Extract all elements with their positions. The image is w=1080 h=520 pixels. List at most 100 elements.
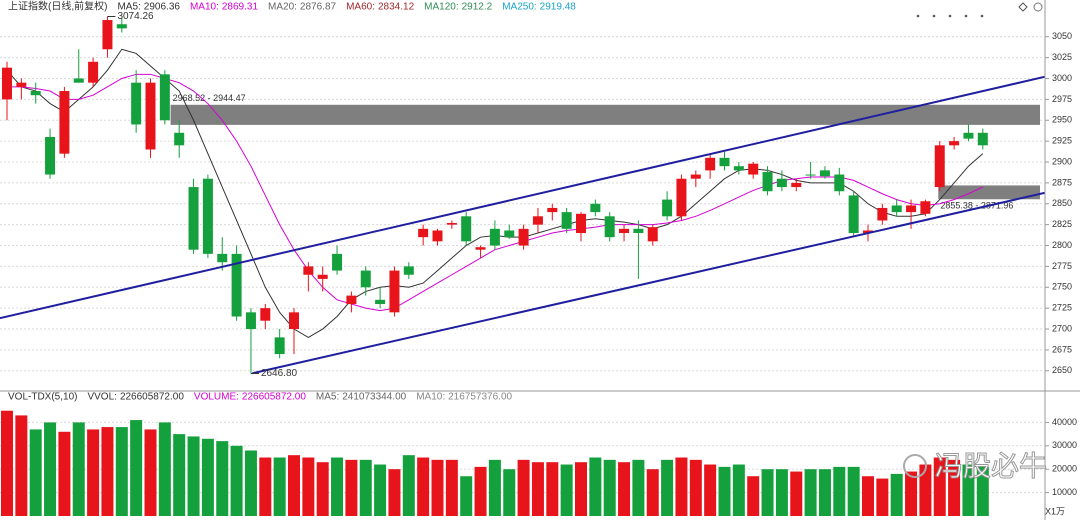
circle-icon[interactable]	[1033, 2, 1043, 12]
candle-body	[834, 174, 845, 192]
volume-bar	[517, 459, 530, 516]
price-annotation: 3074.26	[117, 11, 154, 22]
candle-body	[260, 308, 271, 321]
volume-bar	[259, 457, 272, 516]
volume-bar	[948, 459, 961, 516]
candle-body	[662, 199, 673, 217]
indicator-name: VOLUME:	[194, 392, 239, 403]
y-tick-label: 2700	[1052, 323, 1072, 333]
volume-bar	[402, 455, 415, 516]
volume-bar	[58, 431, 71, 516]
candle-body	[174, 132, 185, 146]
indicator-name: MA120:	[424, 2, 458, 13]
candle-body	[489, 228, 500, 246]
candle-body	[633, 228, 644, 233]
dot	[948, 14, 952, 18]
volume-bar	[818, 469, 831, 516]
candle-body	[518, 228, 529, 246]
candle-body	[375, 299, 386, 304]
volume-bar	[704, 464, 717, 516]
candle-body	[45, 136, 56, 175]
candle-body	[934, 145, 945, 188]
candle-body	[619, 228, 630, 233]
panel-title: VOL-TDX(5,10)	[8, 392, 77, 403]
indicator-name: MA250:	[502, 2, 536, 13]
candle-body	[949, 141, 960, 146]
volume-bar	[689, 459, 702, 516]
candle-body	[877, 207, 888, 221]
dot	[964, 14, 968, 18]
y-tick-label: 2825	[1052, 219, 1072, 229]
y-tick-label: 2750	[1052, 282, 1072, 292]
indicator-value: 2912.2	[462, 2, 493, 13]
indicator-value: 226605872.00	[242, 392, 306, 403]
volume-bar	[130, 420, 143, 516]
indicator-value: 2876.87	[300, 2, 337, 13]
watermark-icon	[903, 454, 927, 478]
candle-body	[317, 274, 328, 279]
candle-body	[403, 266, 414, 275]
volume-bar	[589, 457, 602, 516]
candle-body	[461, 216, 472, 242]
indicator-value: 2869.31	[222, 2, 259, 13]
volume-bar	[273, 457, 286, 516]
volume-bar	[618, 462, 631, 516]
candle-body	[418, 228, 429, 238]
candle-body	[346, 295, 357, 304]
candle-body	[791, 182, 802, 188]
candle-body	[891, 205, 902, 213]
candle-body	[16, 82, 27, 87]
y-tick-label: 2950	[1052, 115, 1072, 125]
volume-bar	[933, 457, 946, 516]
y-tick-label: 2850	[1052, 198, 1072, 208]
volume-bar	[732, 464, 745, 516]
indicator-value: 216757376.00	[448, 392, 512, 403]
volume-bar	[187, 436, 200, 516]
candle-body	[705, 157, 716, 171]
candle-body	[303, 266, 314, 275]
y-tick-label: 2675	[1052, 344, 1072, 354]
y-tick-label: 3050	[1052, 31, 1072, 41]
candle-body	[561, 212, 572, 229]
candle-body	[576, 213, 586, 233]
dot	[980, 14, 984, 18]
volume-bar	[359, 459, 372, 516]
volume-bar	[503, 469, 516, 516]
indicator-name: MA10:	[416, 392, 445, 403]
candle-body	[73, 78, 84, 83]
volume-bar	[474, 466, 487, 516]
candle-body	[532, 216, 543, 225]
candle-body	[231, 253, 242, 317]
indicator-name: MA5:	[117, 2, 140, 13]
candle-body	[446, 222, 457, 225]
volume-bar	[230, 445, 243, 516]
volume-bar	[460, 476, 473, 516]
diamond-icon[interactable]	[1018, 2, 1028, 12]
y-tick-label: 2975	[1052, 94, 1072, 104]
y-tick-label: 30000	[1052, 440, 1077, 450]
volume-bar	[862, 476, 874, 516]
watermark-text: 冯股必牛	[935, 450, 1047, 481]
y-tick-label: 2875	[1052, 177, 1072, 187]
volume-bar	[388, 469, 401, 516]
indicator-value: 226605872.00	[120, 392, 184, 403]
y-tick-label: 3025	[1052, 52, 1072, 62]
candle-body	[604, 216, 615, 238]
volume-bar	[804, 469, 817, 516]
trend-line	[252, 191, 1045, 375]
y-tick-label: 2775	[1052, 261, 1072, 271]
candle-body	[547, 207, 558, 213]
volume-bar	[417, 457, 430, 516]
candle-body	[863, 230, 873, 233]
indicator-value: 2906.36	[144, 2, 181, 13]
volume-bar	[603, 459, 616, 516]
volume-bar	[431, 459, 444, 516]
volume-bar	[919, 464, 932, 516]
volume-bar	[445, 459, 458, 516]
volume-bar	[905, 471, 918, 516]
candle-body	[332, 253, 343, 271]
volume-bar	[718, 466, 731, 516]
candle-body	[504, 230, 515, 238]
volume-bar	[15, 415, 28, 516]
indicator-name: MA10:	[190, 2, 219, 13]
